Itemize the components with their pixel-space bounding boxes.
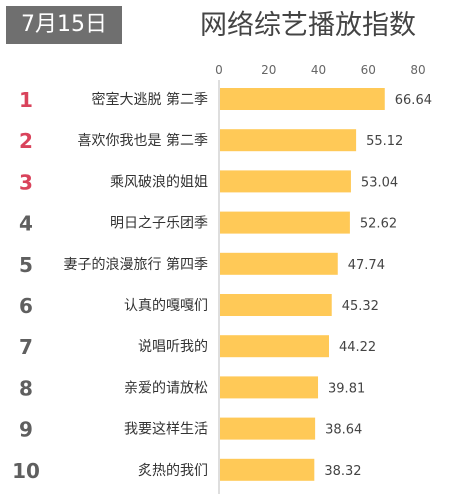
rank-label: 3 xyxy=(19,170,33,194)
x-tick-label: 40 xyxy=(311,63,326,77)
category-label: 密室大逃脱 第二季 xyxy=(92,91,208,108)
category-label: 认真的嘎嘎们 xyxy=(124,298,208,314)
category-label: 乘风破浪的姐姐 xyxy=(110,174,208,190)
rank-label: 2 xyxy=(19,129,33,153)
value-label: 44.22 xyxy=(339,340,376,355)
value-label: 47.74 xyxy=(348,258,385,273)
category-label: 我要这样生活 xyxy=(124,421,208,438)
bar xyxy=(220,88,385,110)
bar xyxy=(220,417,316,440)
bar xyxy=(220,335,329,358)
bar xyxy=(220,458,315,481)
x-tick-label: 0 xyxy=(215,63,223,77)
rank-label: 6 xyxy=(19,294,33,318)
value-label: 66.64 xyxy=(395,93,432,108)
date-badge: 7月15日 xyxy=(6,6,122,44)
rank-label: 1 xyxy=(19,88,33,112)
bar xyxy=(220,294,332,316)
value-label: 53.04 xyxy=(361,175,398,190)
category-label: 妻子的浪漫旅行 第四季 xyxy=(64,256,208,273)
x-tick-label: 80 xyxy=(410,63,425,77)
bar xyxy=(220,211,350,234)
category-label: 喜欢你我也是 第二季 xyxy=(78,132,208,149)
x-tick-label: 60 xyxy=(361,63,376,77)
bar xyxy=(220,129,357,152)
category-label: 明日之子乐团季 xyxy=(110,216,208,232)
value-label: 55.12 xyxy=(366,134,403,149)
bar xyxy=(220,170,351,193)
value-label: 38.64 xyxy=(325,423,362,438)
chart-title: 网络综艺播放指数 xyxy=(200,10,416,41)
category-label: 说唱听我的 xyxy=(138,339,208,355)
category-label: 亲爱的请放松 xyxy=(124,380,208,396)
rank-label: 10 xyxy=(12,459,40,483)
rank-label: 9 xyxy=(19,418,33,442)
x-tick-label: 20 xyxy=(261,63,276,77)
value-label: 52.62 xyxy=(360,217,397,232)
value-label: 39.81 xyxy=(328,381,365,396)
rank-label: 7 xyxy=(19,335,33,359)
value-label: 38.32 xyxy=(324,464,361,479)
category-label: 炙热的我们 xyxy=(138,463,208,479)
value-label: 45.32 xyxy=(342,299,379,314)
rank-label: 4 xyxy=(19,212,33,236)
bar xyxy=(220,252,338,275)
rank-label: 8 xyxy=(19,376,33,400)
bar xyxy=(220,376,319,399)
rank-label: 5 xyxy=(19,253,33,277)
